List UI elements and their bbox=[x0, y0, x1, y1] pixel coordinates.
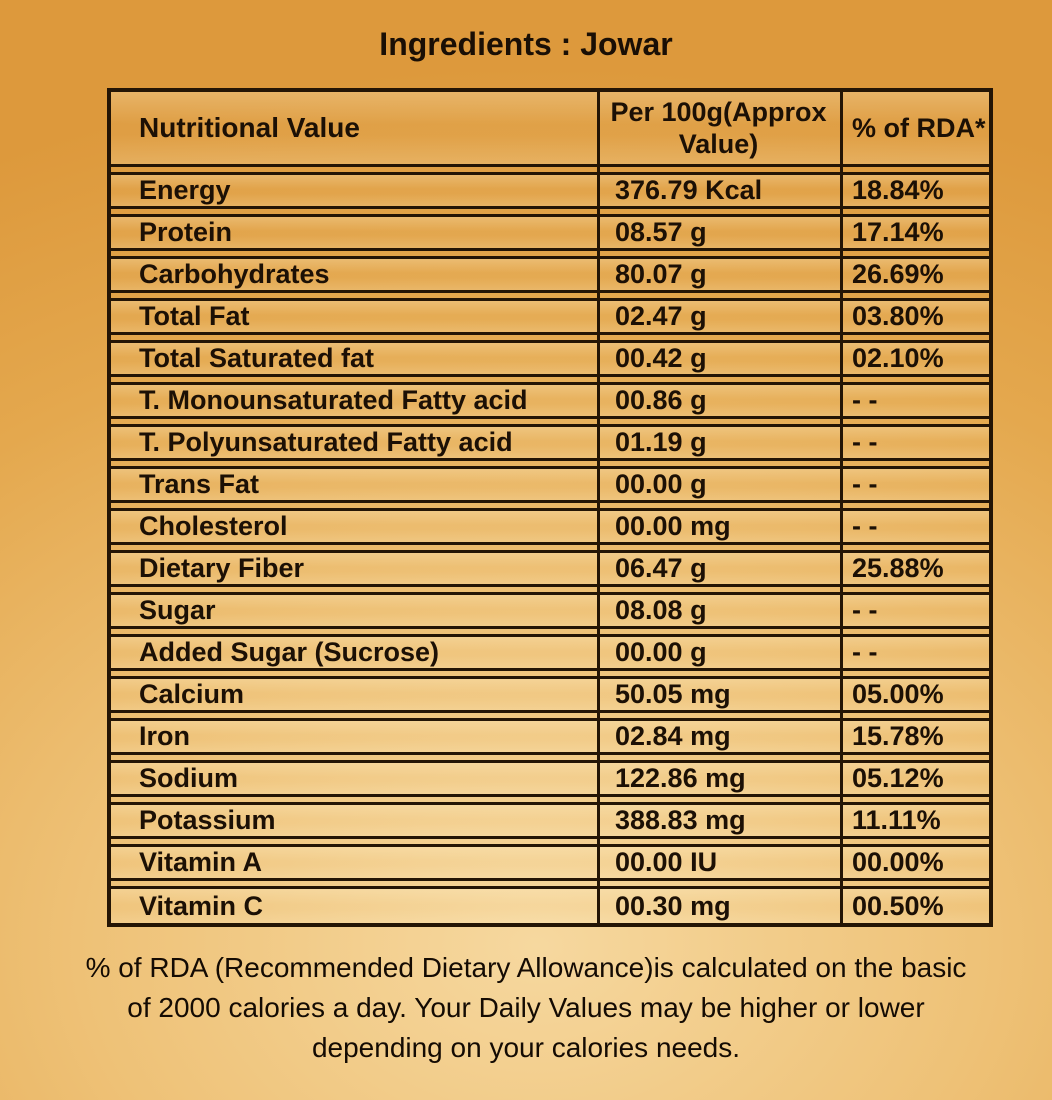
nutrient-value: 00.00 g bbox=[615, 469, 707, 499]
nutrient-rda: 03.80% bbox=[852, 301, 944, 331]
nutrient-rda: 26.69% bbox=[852, 259, 944, 289]
table-row: Energy 376.79 Kcal 18.84% bbox=[111, 172, 989, 209]
rda-note-line-3: depending on your calories needs. bbox=[311, 1032, 741, 1063]
table-row: Total Saturated fat 00.42 g 02.10% bbox=[111, 340, 989, 377]
nutrient-value: 02.84 mg bbox=[615, 721, 731, 751]
rda-note: % of RDA (Recommended Dietary Allowance)… bbox=[0, 948, 1052, 1068]
table-row: Sugar 08.08 g - - bbox=[111, 592, 989, 629]
nutrient-rda: - - bbox=[852, 595, 878, 625]
table-row: Cholesterol 00.00 mg - - bbox=[111, 508, 989, 545]
nutrient-label: Iron bbox=[139, 721, 190, 751]
nutrient-value: 08.08 g bbox=[615, 595, 707, 625]
nutrient-rda: - - bbox=[852, 385, 878, 415]
nutrient-value: 80.07 g bbox=[615, 259, 707, 289]
nutrient-rda: 05.12% bbox=[852, 763, 944, 793]
table-row: Vitamin A 00.00 IU 00.00% bbox=[111, 844, 989, 881]
nutrient-value: 00.00 g bbox=[615, 637, 707, 667]
nutrient-rda: - - bbox=[852, 637, 878, 667]
nutrient-value: 122.86 mg bbox=[615, 763, 746, 793]
nutrient-rda: 00.50% bbox=[852, 890, 944, 921]
table-row: T. Polyunsaturated Fatty acid 01.19 g - … bbox=[111, 424, 989, 461]
nutrition-table: Nutritional Value Per 100g(Approx Value)… bbox=[107, 88, 993, 927]
nutrient-label: Cholesterol bbox=[139, 511, 288, 541]
nutrient-label: Added Sugar (Sucrose) bbox=[139, 637, 440, 667]
nutrient-label: T. Monounsaturated Fatty acid bbox=[139, 385, 528, 415]
table-row: Potassium 388.83 mg 11.11% bbox=[111, 802, 989, 839]
nutrient-value: 08.57 g bbox=[615, 217, 707, 247]
table-header-row: Nutritional Value Per 100g(Approx Value)… bbox=[111, 92, 989, 167]
nutrient-value: 376.79 Kcal bbox=[615, 175, 763, 205]
nutrient-value: 00.00 IU bbox=[615, 847, 718, 877]
nutrient-rda: 17.14% bbox=[852, 217, 944, 247]
page-title: Ingredients : Jowar bbox=[379, 26, 673, 62]
table-row: Added Sugar (Sucrose) 00.00 g - - bbox=[111, 634, 989, 671]
nutrient-value: 00.86 g bbox=[615, 385, 707, 415]
table-row: Trans Fat 00.00 g - - bbox=[111, 466, 989, 503]
table-rows: Nutritional Value Per 100g(Approx Value)… bbox=[111, 92, 989, 923]
header-per-100g: Per 100g(Approx Value) bbox=[610, 97, 827, 159]
nutrient-rda: 00.00% bbox=[852, 847, 944, 877]
nutrient-label: Vitamin A bbox=[139, 847, 263, 877]
nutrient-value: 06.47 g bbox=[615, 553, 707, 583]
nutrient-rda: 25.88% bbox=[852, 553, 944, 583]
rda-note-line-2: of 2000 calories a day. Your Daily Value… bbox=[127, 992, 925, 1023]
nutrient-rda: - - bbox=[852, 511, 878, 541]
table-row: T. Monounsaturated Fatty acid 00.86 g - … bbox=[111, 382, 989, 419]
nutrient-rda: - - bbox=[852, 427, 878, 457]
table-row: Carbohydrates 80.07 g 26.69% bbox=[111, 256, 989, 293]
nutrient-label: Carbohydrates bbox=[139, 259, 330, 289]
column-divider-1 bbox=[597, 92, 600, 923]
table-row: Sodium 122.86 mg 05.12% bbox=[111, 760, 989, 797]
nutrient-rda: 11.11% bbox=[852, 805, 941, 835]
header-nutritional-value: Nutritional Value bbox=[139, 112, 360, 143]
table-row: Vitamin C 00.30 mg 00.50% bbox=[111, 886, 989, 923]
nutrient-label: Sugar bbox=[139, 595, 216, 625]
nutrient-label: Potassium bbox=[139, 805, 276, 835]
nutrient-rda: 05.00% bbox=[852, 679, 944, 709]
nutrient-value: 00.42 g bbox=[615, 343, 707, 373]
column-divider-2 bbox=[840, 92, 843, 923]
table-row: Protein 08.57 g 17.14% bbox=[111, 214, 989, 251]
nutrient-label: Dietary Fiber bbox=[139, 553, 305, 583]
nutrient-label: Sodium bbox=[139, 763, 238, 793]
nutrient-value: 00.00 mg bbox=[615, 511, 731, 541]
nutrient-value: 50.05 mg bbox=[615, 679, 731, 709]
nutrient-label: Energy bbox=[139, 175, 231, 205]
nutrient-label: Calcium bbox=[139, 679, 245, 709]
nutrient-rda: 02.10% bbox=[852, 343, 944, 373]
nutrient-rda: 15.78% bbox=[852, 721, 944, 751]
nutrient-label: Total Saturated fat bbox=[139, 343, 375, 373]
nutrient-label: Total Fat bbox=[139, 301, 250, 331]
table-row: Iron 02.84 mg 15.78% bbox=[111, 718, 989, 755]
table-row: Dietary Fiber 06.47 g 25.88% bbox=[111, 550, 989, 587]
table-row: Calcium 50.05 mg 05.00% bbox=[111, 676, 989, 713]
table-row: Total Fat 02.47 g 03.80% bbox=[111, 298, 989, 335]
nutrient-value: 02.47 g bbox=[615, 301, 707, 331]
nutrient-rda: 18.84% bbox=[852, 175, 944, 205]
nutrient-label: Trans Fat bbox=[139, 469, 260, 499]
nutrient-value: 388.83 mg bbox=[615, 805, 746, 835]
rda-note-line-1: % of RDA (Recommended Dietary Allowance)… bbox=[85, 952, 967, 983]
nutrient-value: 01.19 g bbox=[615, 427, 707, 457]
nutrient-label: T. Polyunsaturated Fatty acid bbox=[139, 427, 513, 457]
nutrient-label: Protein bbox=[139, 217, 233, 247]
nutrient-value: 00.30 mg bbox=[615, 890, 731, 921]
header-rda: % of RDA* bbox=[852, 112, 986, 143]
nutrient-label: Vitamin C bbox=[139, 890, 264, 921]
nutrient-rda: - - bbox=[852, 469, 878, 499]
